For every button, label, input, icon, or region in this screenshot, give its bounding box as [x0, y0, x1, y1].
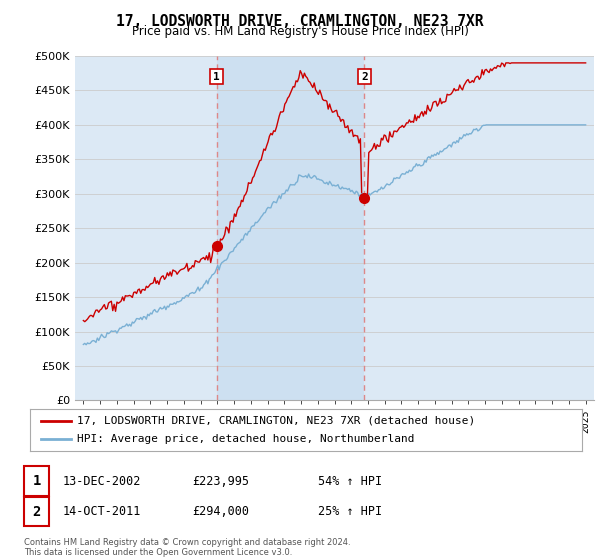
Text: Price paid vs. HM Land Registry's House Price Index (HPI): Price paid vs. HM Land Registry's House … — [131, 25, 469, 38]
Text: 17, LODSWORTH DRIVE, CRAMLINGTON, NE23 7XR (detached house): 17, LODSWORTH DRIVE, CRAMLINGTON, NE23 7… — [77, 416, 475, 426]
Text: 25% ↑ HPI: 25% ↑ HPI — [318, 505, 382, 519]
Text: 14-OCT-2011: 14-OCT-2011 — [63, 505, 142, 519]
Text: 2: 2 — [361, 72, 368, 82]
Bar — [217, 56, 364, 400]
Text: 13-DEC-2002: 13-DEC-2002 — [63, 474, 142, 488]
Text: HPI: Average price, detached house, Northumberland: HPI: Average price, detached house, Nort… — [77, 435, 415, 445]
Text: Contains HM Land Registry data © Crown copyright and database right 2024.
This d: Contains HM Land Registry data © Crown c… — [24, 538, 350, 557]
Text: £294,000: £294,000 — [192, 505, 249, 519]
Text: £223,995: £223,995 — [192, 474, 249, 488]
Text: 1: 1 — [213, 72, 220, 82]
Text: 17, LODSWORTH DRIVE, CRAMLINGTON, NE23 7XR: 17, LODSWORTH DRIVE, CRAMLINGTON, NE23 7… — [116, 14, 484, 29]
Text: 54% ↑ HPI: 54% ↑ HPI — [318, 474, 382, 488]
Text: 2: 2 — [32, 505, 41, 519]
Text: 1: 1 — [32, 474, 41, 488]
